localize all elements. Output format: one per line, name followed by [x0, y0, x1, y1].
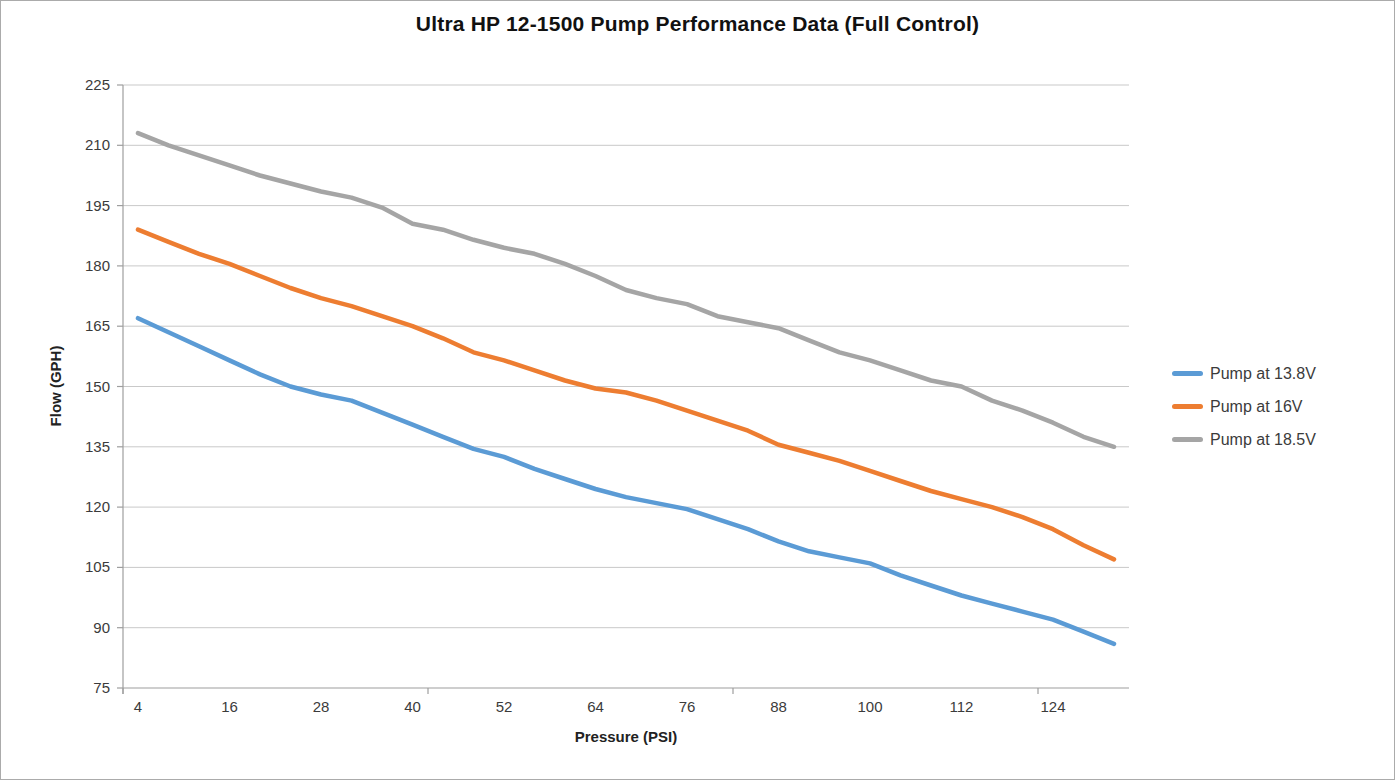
legend-line-swatch-orange	[1172, 404, 1203, 409]
x-tick-label: 4	[134, 698, 142, 715]
series-line-pump-at-13-8v[interactable]	[138, 318, 1114, 644]
legend-label: Pump at 16V	[1210, 398, 1303, 416]
series-line-pump-at-16v[interactable]	[138, 230, 1114, 560]
y-tick-label: 105	[85, 558, 110, 575]
legend-line-swatch-blue	[1172, 371, 1203, 376]
x-tick-label: 112	[950, 698, 974, 715]
series-line-pump-at-18-5v[interactable]	[138, 133, 1114, 447]
x-tick-label: 100	[857, 698, 882, 715]
legend-label: Pump at 18.5V	[1210, 431, 1316, 449]
x-tick-label: 28	[313, 698, 330, 715]
y-tick-label: 90	[93, 619, 110, 636]
x-tick-label: 64	[587, 698, 604, 715]
legend-line-swatch-gray	[1172, 437, 1203, 442]
y-tick-label: 135	[85, 438, 110, 455]
x-tick-label: 52	[496, 698, 513, 715]
legend-item-pump-16v[interactable]: Pump at 16V	[1172, 390, 1316, 423]
y-tick-label: 180	[85, 257, 110, 274]
y-tick-label: 210	[85, 136, 110, 153]
x-axis-title: Pressure (PSI)	[575, 728, 678, 745]
x-tick-label: 88	[770, 698, 787, 715]
chart-area: Ultra HP 12-1500 Pump Performance Data (…	[0, 0, 1395, 780]
x-tick-label: 40	[404, 698, 421, 715]
y-tick-label: 195	[85, 197, 110, 214]
y-tick-label: 165	[85, 317, 110, 334]
y-axis-title: Flow (GPH)	[47, 346, 64, 427]
x-tick-label: 124	[1040, 698, 1065, 715]
y-tick-label: 150	[85, 378, 110, 395]
x-tick-label: 76	[679, 698, 696, 715]
y-tick-label: 120	[85, 498, 110, 515]
legend-label: Pump at 13.8V	[1210, 365, 1316, 383]
legend: Pump at 13.8V Pump at 16V Pump at 18.5V	[1172, 357, 1316, 456]
y-tick-label: 225	[85, 76, 110, 93]
x-tick-label: 16	[221, 698, 238, 715]
legend-item-pump-18-5v[interactable]: Pump at 18.5V	[1172, 423, 1316, 456]
legend-item-pump-13-8v[interactable]: Pump at 13.8V	[1172, 357, 1316, 390]
y-tick-label: 75	[93, 679, 110, 696]
